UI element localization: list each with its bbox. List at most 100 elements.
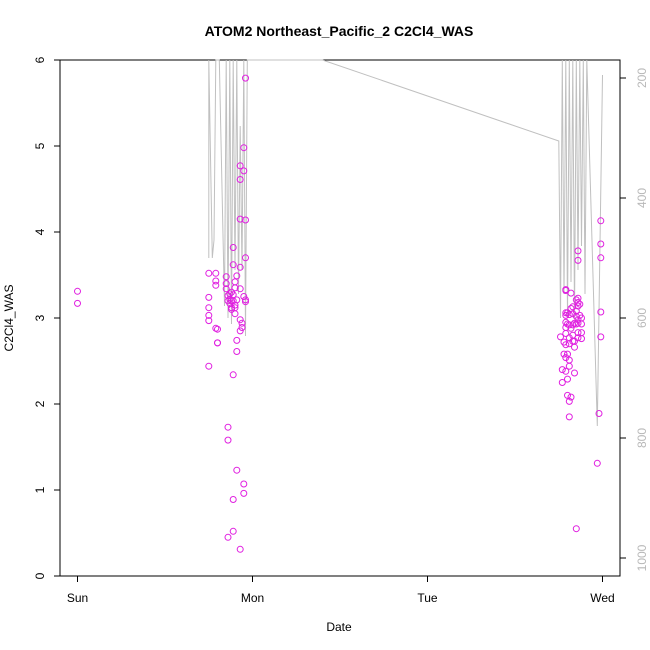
data-point xyxy=(205,317,213,325)
data-point xyxy=(558,366,566,374)
y2-tick-label: 1000 xyxy=(635,544,649,571)
data-point xyxy=(574,329,582,337)
data-point xyxy=(595,410,603,417)
data-point xyxy=(236,176,244,183)
data-point xyxy=(565,413,573,421)
data-point xyxy=(560,350,568,358)
x-axis-label: Date xyxy=(326,620,352,634)
data-point xyxy=(574,256,582,264)
data-point xyxy=(212,269,220,277)
data-point xyxy=(229,297,237,305)
altitude-trace xyxy=(208,59,603,427)
data-point xyxy=(224,533,232,541)
altitude-line xyxy=(208,59,603,427)
data-point xyxy=(572,525,580,533)
data-point xyxy=(578,335,585,343)
x-tick-label: Tue xyxy=(417,591,438,605)
data-point xyxy=(233,272,241,280)
data-point xyxy=(229,244,237,251)
data-point xyxy=(236,285,244,293)
y2-tick-label: 400 xyxy=(635,188,649,208)
y-tick-label: 2 xyxy=(33,400,47,407)
data-point xyxy=(562,330,570,337)
data-point xyxy=(567,289,575,297)
data-point xyxy=(231,284,239,292)
data-point xyxy=(567,324,575,332)
data-point xyxy=(574,334,582,342)
x-axis: Sun Mon Tue Wed xyxy=(67,576,615,605)
y-axis-label: C2Cl4_WAS xyxy=(2,285,16,352)
data-point xyxy=(558,379,566,386)
data-point xyxy=(226,295,234,303)
data-point xyxy=(238,319,246,327)
data-point xyxy=(242,254,249,262)
secondary-y-axis: 200 400 600 800 1000 xyxy=(620,68,649,571)
data-point xyxy=(240,144,248,152)
data-point xyxy=(212,277,220,285)
data-point xyxy=(212,281,220,289)
data-point xyxy=(236,316,244,324)
data-point xyxy=(236,263,244,271)
data-point xyxy=(205,293,213,301)
data-point xyxy=(214,325,221,333)
data-point xyxy=(242,298,249,306)
data-point xyxy=(236,327,244,335)
data-point xyxy=(574,302,582,310)
data-point xyxy=(205,304,213,312)
data-point xyxy=(571,369,578,377)
data-point xyxy=(574,299,582,306)
data-point xyxy=(564,391,571,399)
data-point xyxy=(224,436,232,444)
data-point xyxy=(224,423,232,431)
data-point xyxy=(233,296,241,304)
y-tick-label: 0 xyxy=(33,572,47,579)
y-tick-label: 3 xyxy=(33,314,47,321)
data-point xyxy=(597,254,605,262)
data-point xyxy=(569,303,577,311)
data-point xyxy=(205,269,213,277)
data-point xyxy=(236,545,244,553)
data-point xyxy=(228,305,235,313)
data-point xyxy=(238,324,246,331)
data-point xyxy=(574,319,582,327)
data-point xyxy=(597,333,605,341)
data-point xyxy=(597,308,605,316)
y-axis: 0 1 2 3 4 5 6 xyxy=(33,56,60,579)
data-point xyxy=(574,316,582,324)
data-point xyxy=(557,333,564,341)
data-point xyxy=(222,285,230,293)
data-point xyxy=(229,496,237,503)
data-point xyxy=(233,348,241,355)
data-point xyxy=(564,309,571,317)
y-tick-label: 4 xyxy=(33,228,47,235)
data-point xyxy=(74,287,81,295)
data-point xyxy=(222,273,230,281)
data-point xyxy=(236,215,244,223)
data-point xyxy=(564,375,571,383)
y2-tick-label: 200 xyxy=(635,68,649,88)
data-point xyxy=(74,299,81,307)
chart-title: ATOM2 Northeast_Pacific_2 C2Cl4_WAS xyxy=(205,23,474,39)
data-point xyxy=(229,261,237,269)
data-point xyxy=(242,74,249,82)
data-point xyxy=(233,466,241,474)
data-point xyxy=(574,247,582,255)
data-point xyxy=(565,362,573,370)
data-point xyxy=(214,339,221,347)
data-point xyxy=(565,397,573,405)
data-point xyxy=(236,162,244,170)
y-tick-label: 1 xyxy=(33,486,47,493)
data-point xyxy=(565,311,573,319)
x-tick-label: Wed xyxy=(590,591,614,605)
x-tick-label: Mon xyxy=(241,591,264,605)
data-point xyxy=(562,341,570,349)
data-point xyxy=(205,362,213,370)
data-point xyxy=(597,217,605,225)
y-tick-label: 6 xyxy=(33,56,47,63)
plot-frame xyxy=(59,59,621,577)
data-point xyxy=(205,311,213,319)
data-point xyxy=(222,280,230,288)
data-points xyxy=(74,74,605,553)
data-point xyxy=(240,480,248,488)
data-point xyxy=(571,343,578,351)
